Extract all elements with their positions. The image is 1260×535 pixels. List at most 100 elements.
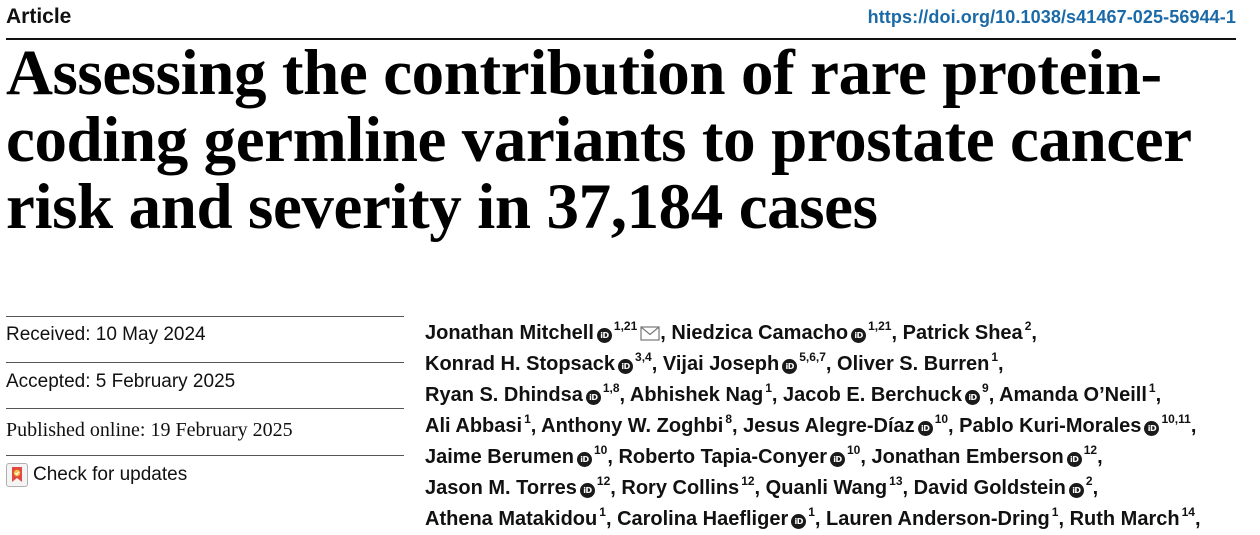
author-entry: Jaime Berumen iD10, — [425, 444, 618, 468]
header-rule — [6, 38, 1236, 40]
affiliation-number: 3,4 — [635, 350, 652, 364]
date-divider — [6, 455, 404, 456]
affiliation-number: 13 — [889, 474, 903, 488]
author-name[interactable]: Jacob E. Berchuck — [783, 384, 963, 406]
affiliation-number: 1 — [1051, 505, 1059, 519]
author-name[interactable]: Roberto Tapia-Conyer — [618, 446, 827, 468]
affiliation-number: 12 — [741, 474, 755, 488]
author-separator: , — [1092, 477, 1099, 499]
author-name[interactable]: Ryan S. Dhindsa — [425, 384, 583, 406]
author-name[interactable]: David Goldstein — [913, 477, 1066, 499]
orcid-icon[interactable]: iD — [830, 452, 845, 467]
author-entry: Jonathan Emberson iD12, — [871, 443, 1102, 468]
author-entry: Quanli Wang 13, — [765, 474, 914, 499]
author-name[interactable]: Amanda O’Neill — [999, 384, 1147, 406]
author-name[interactable]: Rory Collins — [621, 477, 740, 499]
article-type-label: Article — [6, 5, 72, 28]
author-name[interactable]: Niedzica Camacho — [671, 322, 849, 344]
accepted-date: Accepted: 5 February 2025 — [6, 371, 236, 392]
orcid-icon[interactable]: iD — [576, 452, 592, 467]
author-separator: , — [998, 353, 1004, 375]
author-line: Konrad H. Stopsack iD3,4, Vijai Joseph iD5… — [425, 349, 1253, 380]
author-separator: , — [1058, 508, 1070, 530]
orcid-icon[interactable]: iD — [618, 359, 634, 374]
author-line: Jaime Berumen iD10, Roberto Tapia-Conyer i… — [425, 442, 1253, 473]
author-separator: , — [1190, 415, 1197, 437]
published-date: Published online: 19 February 2025 — [6, 419, 293, 441]
author-name[interactable]: Ruth March — [1069, 508, 1180, 530]
orcid-icon[interactable]: iD — [917, 421, 933, 436]
author-line: Ryan S. Dhindsa iD1,8, Abhishek Nag 1, Jac… — [425, 380, 1253, 411]
author-name[interactable]: Jesus Alegre-Díaz — [743, 415, 915, 437]
author-entry: Jonathan Mitchell iD1,21, — [425, 319, 672, 344]
author-separator: , — [619, 384, 630, 406]
doi-link[interactable]: https://doi.org/10.1038/s41467-025-56944… — [867, 7, 1236, 27]
affiliation-number: 9 — [982, 381, 989, 395]
affiliation-number: 2 — [1024, 319, 1032, 333]
author-name[interactable]: Oliver S. Burren — [837, 353, 990, 375]
orcid-icon[interactable]: iD — [579, 483, 595, 498]
author-entry: David Goldstein iD2, — [913, 475, 1099, 499]
author-name[interactable]: Vijai Joseph — [662, 353, 780, 375]
orcid-icon[interactable]: iD — [1144, 421, 1160, 436]
author-name[interactable]: Jaime Berumen — [425, 446, 574, 468]
author-name[interactable]: Carolina Haefliger — [617, 508, 789, 530]
orcid-icon[interactable]: iD — [782, 359, 798, 374]
author-entry: Vijai Joseph iD5,6,7, — [662, 350, 837, 375]
orcid-icon[interactable]: iD — [1068, 483, 1084, 498]
author-entry: Lauren Anderson-Dring 1, — [826, 505, 1070, 530]
affiliation-number: 1 — [524, 412, 531, 426]
check-for-updates-icon — [6, 463, 28, 487]
author-name[interactable]: Konrad H. Stopsack — [425, 353, 616, 375]
author-name[interactable]: Anthony W. Zoghbi — [541, 415, 724, 437]
author-separator: , — [1031, 322, 1037, 344]
author-line: Jason M. Torres iD12, Rory Collins 12, Qua… — [425, 473, 1253, 504]
affiliation-number: 1 — [599, 505, 606, 519]
author-entry: Patrick Shea 2, — [902, 319, 1037, 344]
orcid-icon[interactable]: iD — [851, 328, 867, 343]
author-line: Jonathan Mitchell iD1,21, Niedzica Camach… — [425, 318, 1253, 349]
author-entry: Oliver S. Burren 1, — [837, 350, 1004, 375]
author-entry: Amanda O’Neill 1, — [999, 381, 1161, 406]
orcid-icon[interactable]: iD — [791, 514, 807, 529]
email-icon[interactable] — [640, 320, 660, 351]
check-for-updates-button[interactable]: Check for updates — [6, 463, 187, 487]
author-entry: Abhishek Nag 1, — [629, 382, 784, 406]
affiliation-number: 8 — [725, 412, 732, 426]
author-line: Athena Matakidou 1, Carolina Haefliger iD1… — [425, 504, 1253, 535]
author-name[interactable]: Patrick Shea — [902, 322, 1023, 344]
author-name[interactable]: Jonathan Mitchell — [425, 322, 594, 344]
author-entry: Jesus Alegre-Díaz iD10, — [743, 412, 960, 437]
author-separator: , — [948, 415, 960, 437]
orcid-icon[interactable]: iD — [965, 390, 981, 405]
author-name[interactable]: Pablo Kuri-Morales — [959, 415, 1142, 437]
affiliation-number: 5,6,7 — [799, 350, 826, 364]
author-separator: , — [732, 415, 744, 437]
author-separator: , — [814, 508, 827, 530]
author-name[interactable]: Ali Abbasi — [425, 415, 523, 437]
author-name[interactable]: Jonathan Emberson — [871, 446, 1064, 468]
affiliation-number: 12 — [1083, 443, 1098, 457]
author-separator: , — [1194, 508, 1201, 530]
author-name[interactable]: Quanli Wang — [765, 477, 888, 499]
author-entry: Niedzica Camacho iD1,21, — [671, 319, 903, 344]
affiliation-number: 1,21 — [868, 319, 892, 333]
author-name[interactable]: Abhishek Nag — [629, 384, 764, 406]
author-separator: , — [610, 477, 622, 499]
orcid-icon[interactable]: iD — [1066, 452, 1082, 467]
affiliation-number: 1 — [991, 350, 999, 364]
orcid-icon[interactable]: iD — [585, 390, 601, 405]
author-entry: Pablo Kuri-Morales iD10,11, — [959, 413, 1197, 437]
affiliation-number: 10 — [934, 412, 949, 426]
author-separator: , — [891, 322, 903, 344]
orcid-icon[interactable]: iD — [596, 328, 612, 343]
author-name[interactable]: Athena Matakidou — [425, 508, 598, 530]
author-separator: , — [660, 322, 672, 344]
author-entry: Anthony W. Zoghbi 8, — [541, 412, 744, 437]
affiliation-number: 1,21 — [613, 319, 638, 333]
author-name[interactable]: Lauren Anderson-Dring — [826, 508, 1050, 530]
author-separator: , — [771, 384, 784, 406]
affiliation-number: 1 — [1148, 381, 1156, 395]
author-name[interactable]: Jason M. Torres — [425, 477, 577, 499]
affiliation-number: 1 — [808, 505, 815, 519]
